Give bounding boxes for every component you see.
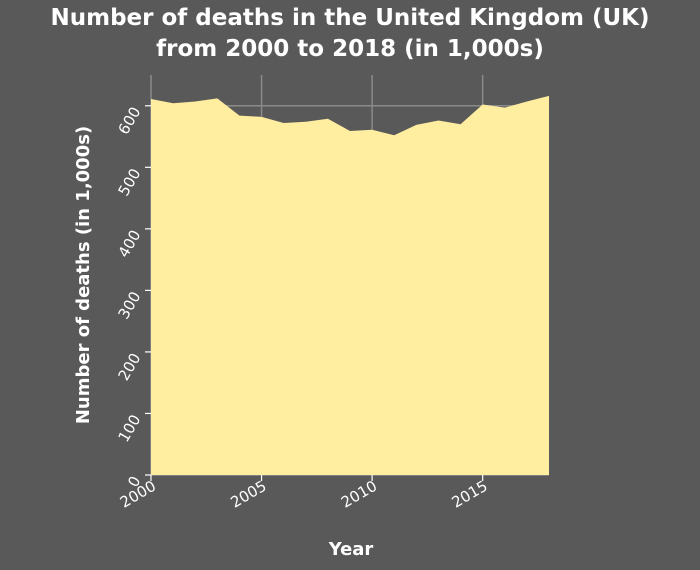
area-series-0 [151, 95, 549, 476]
y-tick-label-100: 100 [115, 411, 145, 445]
chart-title-line-1: Number of deaths in the United Kingdom (… [50, 5, 649, 31]
y-tick-label-300: 300 [115, 288, 145, 322]
y-tick-label-400: 400 [115, 227, 145, 261]
y-tick-label-600: 600 [115, 104, 145, 138]
x-tick-label-2015: 2015 [449, 477, 491, 512]
y-axis-label: Number of deaths (in 1,000s) [73, 126, 94, 424]
y-tick-label-200: 200 [115, 350, 145, 384]
y-tick-label-500: 500 [115, 165, 145, 199]
x-tick-label-2010: 2010 [338, 477, 380, 512]
chart-title-line-2: from 2000 to 2018 (in 1,000s) [156, 36, 544, 62]
x-axis-label: Year [328, 539, 374, 560]
area-series [151, 95, 549, 476]
x-tick-label-2005: 2005 [227, 477, 269, 512]
x-axis-ticks: 2000 2005 2010 2015 [117, 475, 491, 512]
